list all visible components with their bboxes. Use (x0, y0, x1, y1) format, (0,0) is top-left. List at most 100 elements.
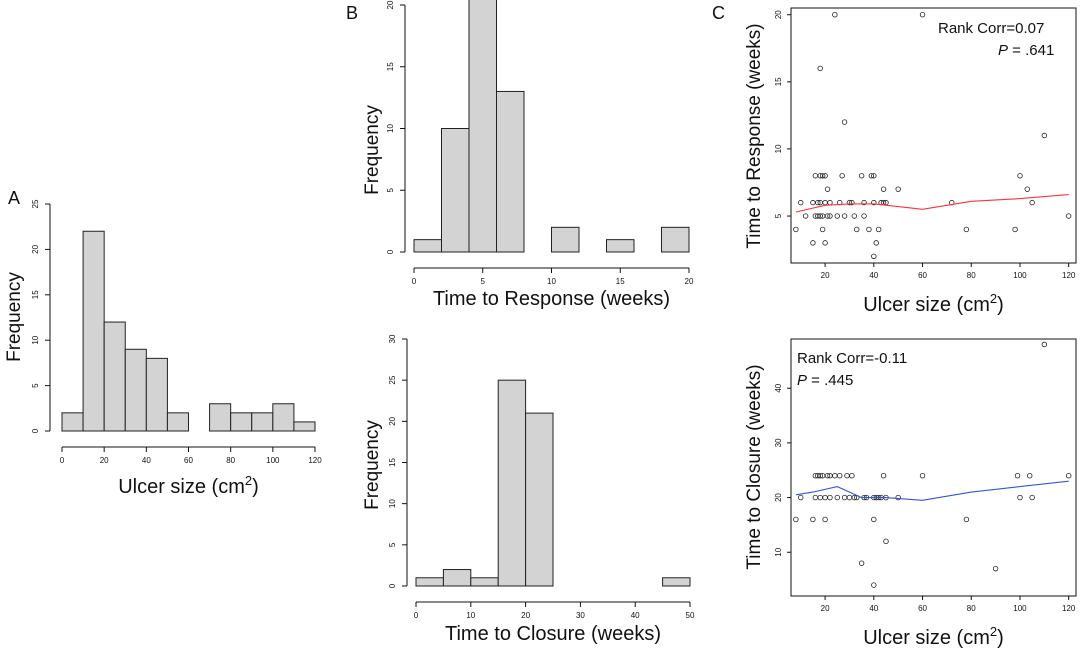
histogram-panel-b2: 0 10 20 30 40 50 0 5 10 15 20 25 30 Time to Closure (… (362, 334, 695, 645)
histogram-bar (209, 403, 232, 432)
data-point (1017, 173, 1023, 179)
histogram-bar (525, 412, 554, 587)
x-tick-label: 5 (481, 277, 486, 286)
x-tick-label: 50 (686, 611, 695, 620)
data-point (849, 199, 855, 206)
data-point (824, 186, 831, 192)
x-tick-label: 20 (685, 277, 694, 286)
data-point (854, 226, 860, 233)
x-tick-label: 60 (918, 271, 927, 280)
y-tick-label: 5 (774, 213, 783, 218)
histogram-bar (496, 90, 525, 253)
x-axis-title-end: ) (252, 476, 259, 498)
p-symbol: P (998, 42, 1008, 59)
data-point (866, 226, 872, 233)
data-point (812, 494, 819, 501)
histogram-bar (293, 421, 316, 432)
data-point (793, 516, 799, 523)
histogram-bar (497, 379, 527, 587)
data-point (817, 65, 823, 72)
y-axis-title: Frequency (362, 105, 383, 195)
y-tick-label: 0 (386, 249, 395, 254)
y-tick-label: 5 (386, 187, 395, 192)
data-point (810, 240, 816, 246)
data-point (858, 560, 865, 566)
y-tick-label: 20 (386, 0, 395, 9)
plot-frame (790, 338, 1077, 597)
data-point (824, 473, 831, 479)
data-point (832, 12, 838, 18)
data-point (871, 253, 877, 259)
panel-label-b: B (346, 3, 358, 23)
x-tick-label: 20 (821, 604, 830, 613)
data-point (832, 473, 838, 479)
data-point (793, 226, 799, 233)
data-point (880, 186, 887, 192)
panel-label-a: A (8, 188, 20, 208)
x-tick-label: 80 (967, 271, 976, 280)
x-axis-title: Ulcer size (cm2) (118, 473, 259, 498)
data-point (827, 199, 833, 206)
data-point (883, 538, 889, 545)
histogram-panel-b: 0 5 10 15 20 0 5 10 15 20 Time to Response (weeks)… (362, 0, 694, 310)
data-point (861, 213, 867, 219)
x-axis-title: Ulcer size (cm2) (863, 291, 1004, 316)
x-tick-label: 20 (821, 271, 830, 280)
histogram-bar (442, 569, 472, 587)
data-point (841, 213, 848, 219)
y-tick-label: 30 (774, 438, 783, 447)
histogram-bar (145, 357, 168, 432)
data-point (1024, 186, 1030, 192)
data-point (827, 213, 833, 219)
data-point (817, 473, 823, 479)
data-point (895, 494, 901, 501)
x-axis-title-superscript: 2 (245, 473, 252, 488)
x-tick-label: 60 (184, 456, 193, 465)
histogram-bar (661, 226, 690, 253)
data-point (873, 240, 879, 246)
x-tick-label: 20 (521, 611, 530, 620)
p-value: = .445 (807, 372, 853, 389)
data-point (834, 494, 840, 501)
x-axis-title-text: Ulcer size (cm (863, 294, 990, 316)
x-tick-label: 100 (1013, 271, 1027, 280)
data-point (815, 199, 821, 206)
histogram-bar (606, 239, 635, 253)
data-point (871, 582, 877, 588)
smooth-line (795, 480, 1069, 501)
data-point (1027, 473, 1033, 479)
x-axis-title-end: ) (997, 294, 1004, 316)
p-value: = .641 (1008, 42, 1054, 59)
x-axis-title-superscript: 2 (990, 291, 997, 306)
histogram-bar (468, 0, 497, 253)
data-point (851, 213, 858, 219)
x-axis-title-text: Ulcer size (cm (118, 476, 245, 498)
data-point (851, 494, 858, 501)
y-axis-title: Frequency (4, 272, 25, 362)
histogram-bar (413, 239, 442, 253)
x-tick-label: 0 (412, 277, 417, 286)
x-tick-label: 10 (547, 277, 556, 286)
data-point (1017, 494, 1023, 501)
data-point (824, 213, 831, 219)
smooth-line (795, 194, 1069, 213)
p-value-label: P = .445 (797, 372, 853, 389)
data-point (812, 173, 819, 179)
x-tick-label: 80 (967, 604, 976, 613)
data-point (963, 516, 970, 523)
data-point (858, 173, 865, 179)
data-point (1041, 132, 1048, 139)
data-point (822, 173, 828, 179)
y-tick-label: 25 (388, 375, 397, 384)
data-point (846, 199, 853, 206)
histogram-bar (103, 321, 126, 432)
histogram-bar (551, 226, 580, 253)
histogram-panel-a: 0 20 40 60 80 100 120 0 5 10 15 20 25 Ulcer size (cm2… (4, 199, 322, 498)
y-tick-label: 10 (386, 124, 395, 133)
y-tick-label: 10 (388, 499, 397, 508)
histogram-bar (272, 403, 295, 432)
data-point (817, 494, 823, 501)
y-tick-label: 20 (774, 10, 783, 19)
data-point (963, 226, 970, 233)
